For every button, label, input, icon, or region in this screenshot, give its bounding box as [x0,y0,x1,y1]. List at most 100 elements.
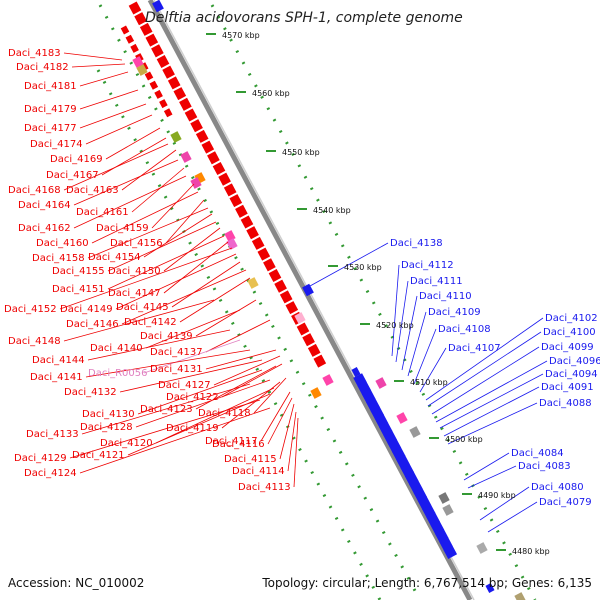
leader-line [260,391,291,442]
tick-label: 4570 kbp [222,31,260,40]
gene-block [132,56,144,68]
gene-label-left: Daci_4137 [150,347,203,358]
leader-line [143,339,241,374]
leader-line [205,349,277,370]
leader-line [73,159,179,206]
gene-label-left: Daci_R0056 [88,368,148,379]
gene-label-left: Daci_4161 [76,207,129,218]
leader-line [79,407,271,474]
gene-label-left: Daci_4162 [18,223,71,234]
leader-line [85,349,251,378]
leader-line [443,386,540,437]
reverse-gene-block [223,183,237,197]
reverse-gene-block [190,119,203,133]
gene-label-left: Daci_4156 [110,238,163,249]
reverse-gene-block [251,236,265,250]
gene-label-left: Daci_4159 [96,223,149,234]
leader-line [463,452,510,481]
leader-line [479,486,530,521]
gene-label-right: Daci_4080 [531,482,584,493]
gene-label-right: Daci_4111 [410,276,463,287]
leader-line [135,379,271,428]
gene-block [514,592,526,600]
leader-line [487,501,538,533]
scale-line-right [210,4,537,600]
accession-text: Accession: NC_010002 [8,576,144,590]
leader-layer [59,52,548,533]
leader-line [439,373,544,429]
leader-line [165,199,205,244]
reverse-gene-block [125,34,135,44]
leader-line [69,399,261,459]
leader-line [447,402,538,445]
tick-label: 4540 kbp [313,206,351,215]
gene-label-right: Daci_4088 [539,398,592,409]
reverse-gene-block [212,161,226,176]
leader-line [121,269,247,325]
gene-label-left: Daci_4155 [52,266,105,277]
gene-label-right: Daci_4112 [401,260,454,271]
reverse-gene-block [149,80,159,90]
tick-label: 4520 kbp [376,321,414,330]
reverse-gene-block [218,172,231,186]
leader-line [87,207,209,259]
reverse-gene-block [240,215,254,229]
leader-line [435,360,548,423]
leader-line [293,417,299,488]
tick-label: 4550 kbp [282,148,320,157]
reverse-gene-block [313,354,327,368]
leader-line [287,411,297,472]
tick-label: 4560 kbp [252,89,290,98]
leader-line [163,241,229,294]
gene-label-left: Daci_4182 [16,62,69,73]
gene-label-left: Daci_4120 [100,438,153,449]
reverse-gene-block [130,43,139,53]
scale-line-inner [96,69,382,600]
leader-line [63,299,215,342]
gene-label-left: Daci_4177 [24,123,77,134]
leader-line [115,253,237,310]
gene-label-left: Daci_4128 [80,422,133,433]
label-layer: 4570 kbp 4560 kbp 4550 kbp 4540 kbp 4530 kbp… [4,31,600,556]
gene-block [409,426,421,438]
gene-label-right: Daci_4099 [541,342,594,353]
leader-line [107,235,225,290]
gene-block [396,412,408,424]
tick-layer [96,4,537,600]
leader-line [91,191,199,244]
reverse-gene-block [263,258,276,272]
leader-line [63,52,123,61]
gene-label-left: Daci_4160 [36,238,89,249]
reverse-gene-block [184,108,198,122]
gene-label-left: Daci_4142 [124,317,177,328]
tick-label: 4510 kbp [410,378,448,387]
gene-label-right: Daci_4138 [390,238,443,249]
leader-line [79,71,129,87]
gene-block [442,504,454,516]
reverse-gene-block [235,204,248,218]
gene-block [476,542,488,554]
gene-label-left: Daci_4179 [24,104,77,115]
leader-line [119,359,263,393]
gene-label-left: Daci_4140 [90,343,143,354]
leader-line [121,149,177,191]
reverse-gene-block [296,322,310,336]
topology-text: Topology: circular; Length: 6,767,514 bp… [261,576,592,590]
gene-label-left: Daci_4123 [140,404,193,415]
gene-label-left: Daci_4145 [116,302,169,313]
gene-label-left: Daci_4121 [72,450,125,461]
forward-gene-block [443,545,458,559]
leader-line [213,355,281,386]
gene-label-left: Daci_4129 [14,453,67,464]
backbone-line [147,0,473,600]
gene-label-left: Daci_4146 [66,319,119,330]
leader-line [391,264,400,357]
gene-block [136,64,148,76]
leader-line [87,329,231,361]
gene-label-left: Daci_4183 [8,48,61,59]
gene-label-left: Daci_4163 [66,185,119,196]
reverse-gene-block [120,25,130,35]
reverse-gene-block [145,33,159,47]
leader-line [413,328,437,385]
